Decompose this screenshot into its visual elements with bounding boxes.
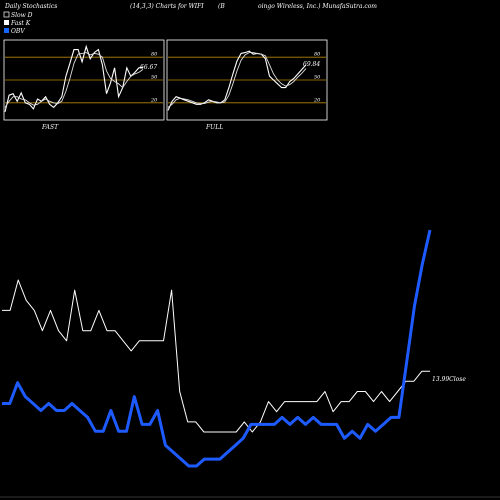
fast-series-slow-d (4, 52, 144, 108)
fast-series-fast-k (4, 44, 144, 113)
header-right-a: (B (218, 3, 225, 10)
legend-swatch-fast-k (4, 20, 9, 25)
fast-tick-80: 80 (151, 52, 158, 58)
full-series-full-k (167, 50, 307, 111)
fast-grid: 20 50 80 (5, 52, 163, 103)
full-value-label: 69.84 (303, 61, 320, 68)
full-grid: 20 50 80 (168, 52, 326, 103)
fast-tick-20: 20 (150, 97, 158, 103)
legend: Slow D Fast K OBV (3, 11, 33, 35)
full-lines (167, 50, 307, 111)
close-price-line (2, 279, 430, 433)
header-center: (14,3,3) Charts for WIFI (130, 3, 204, 10)
legend-label-obv: OBV (11, 28, 25, 35)
full-tick-20: 20 (313, 97, 321, 103)
close-price-label: 13.99Close (432, 376, 466, 383)
header-left: Daily Stochastics (4, 3, 57, 10)
price-obv-lines (2, 229, 432, 468)
obv-line (2, 229, 432, 468)
legend-swatch-slow-d (3, 11, 10, 18)
legend-swatch-obv (4, 28, 9, 33)
fast-lines (4, 44, 144, 113)
full-series-full-d (167, 52, 307, 108)
header-right-b: oingo Wireless, Inc.) MunafaSutra.com (258, 3, 377, 10)
full-panel-title: FULL (205, 124, 223, 131)
full-tick-50: 50 (314, 75, 321, 81)
fast-value-label: 66.67 (140, 64, 157, 71)
full-tick-80: 80 (314, 52, 321, 58)
fast-tick-50: 50 (151, 75, 158, 81)
legend-label-slow-d: Slow D (11, 12, 33, 19)
fast-panel-title: FAST (41, 124, 59, 131)
legend-label-fast-k: Fast K (10, 20, 31, 27)
